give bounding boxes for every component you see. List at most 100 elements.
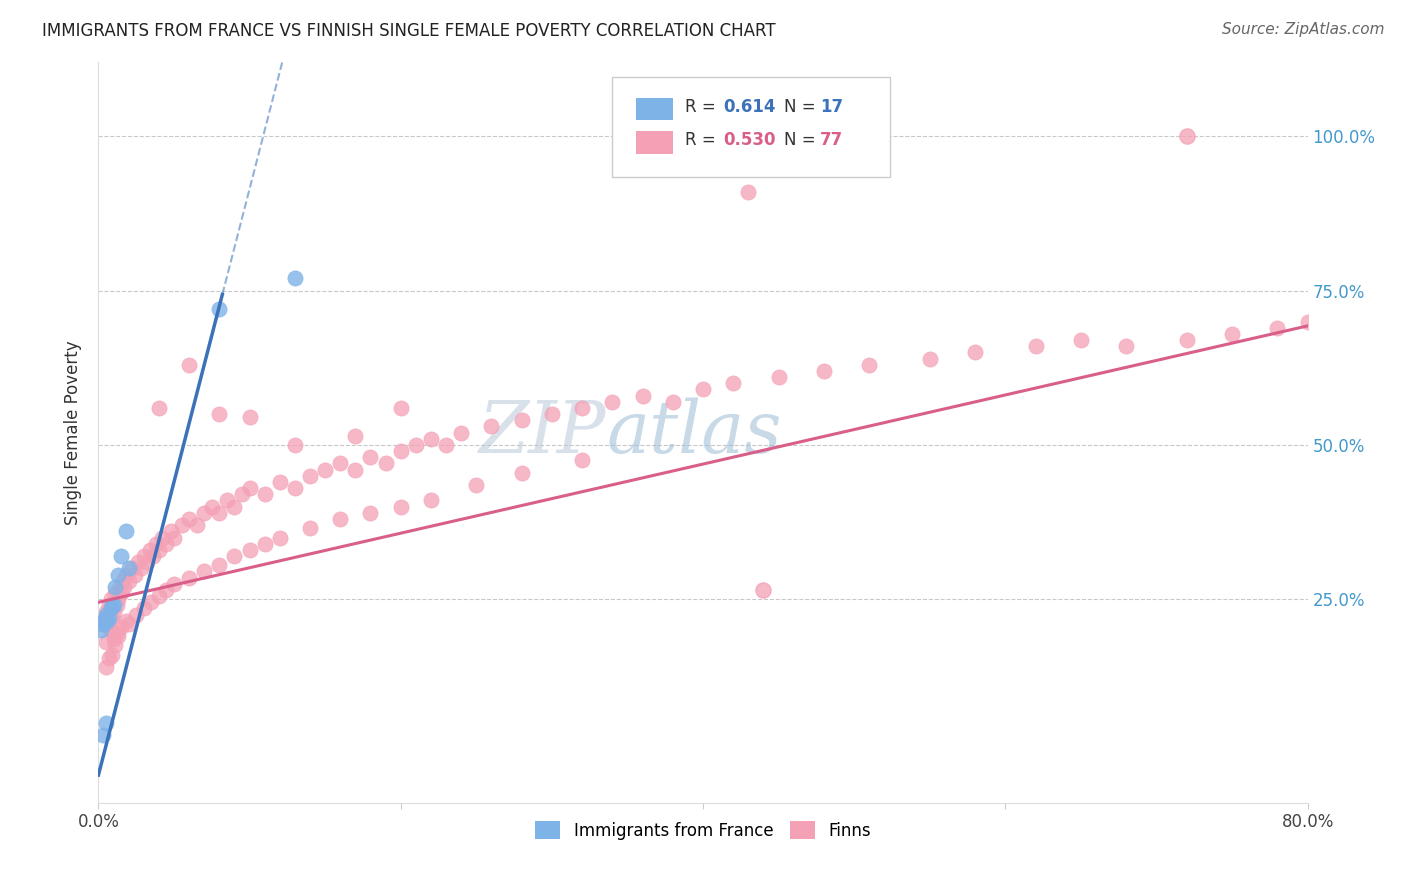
Point (100, 623, 122, 637)
Point (510, 466, 533, 480)
Point (965, 345, 987, 359)
Point (98, 599, 121, 613)
Point (105, 626, 128, 640)
Point (179, 358, 201, 372)
Point (94, 605, 117, 619)
Point (405, 438, 427, 452)
Point (96, 614, 118, 628)
Point (132, 549, 155, 563)
Point (193, 506, 215, 520)
Point (193, 565, 215, 579)
Point (239, 481, 262, 495)
Point (118, 616, 141, 631)
Point (284, 438, 307, 452)
Point (723, 376, 745, 391)
Point (299, 468, 322, 483)
Point (155, 582, 177, 597)
Point (94, 611, 117, 625)
Text: atlas: atlas (606, 397, 782, 468)
Point (374, 457, 396, 471)
Text: 77: 77 (820, 131, 844, 149)
Point (150, 531, 173, 545)
Point (1115, 339, 1137, 353)
Point (103, 632, 125, 647)
Point (94, 715, 117, 730)
Point (768, 370, 790, 384)
Point (132, 601, 155, 615)
Point (631, 389, 654, 403)
Legend: Immigrants from France, Finns: Immigrants from France, Finns (529, 814, 877, 847)
Text: 0.530: 0.530 (724, 131, 776, 149)
Point (135, 555, 157, 569)
Point (148, 542, 170, 557)
Point (224, 500, 246, 514)
Point (208, 302, 231, 317)
Point (465, 478, 488, 492)
Point (179, 512, 201, 526)
Point (100, 592, 122, 607)
Point (360, 450, 382, 465)
Point (93, 614, 115, 628)
Point (145, 536, 167, 550)
Point (141, 595, 163, 609)
Point (94, 635, 117, 649)
Point (329, 512, 352, 526)
Point (389, 500, 412, 514)
Point (1220, 326, 1243, 341)
Point (239, 542, 262, 557)
Point (93, 611, 115, 625)
Point (215, 493, 238, 508)
Point (284, 271, 307, 285)
Point (163, 576, 186, 591)
Point (239, 410, 262, 425)
Point (253, 487, 276, 501)
Point (108, 580, 131, 594)
Point (94, 660, 117, 674)
Point (118, 561, 141, 575)
Point (571, 401, 593, 415)
Point (98, 650, 121, 665)
Point (90, 623, 112, 637)
Point (129, 561, 152, 575)
Point (125, 607, 148, 622)
Point (201, 500, 224, 514)
Point (179, 571, 201, 585)
Point (118, 574, 141, 588)
Text: IMMIGRANTS FROM FRANCE VS FINNISH SINGLE FEMALE POVERTY CORRELATION CHART: IMMIGRANTS FROM FRANCE VS FINNISH SINGLE… (42, 22, 776, 40)
Y-axis label: Single Female Poverty: Single Female Poverty (65, 341, 83, 524)
Point (110, 549, 132, 563)
Point (813, 364, 835, 378)
Point (114, 567, 136, 582)
Point (103, 605, 125, 619)
Point (111, 574, 134, 588)
Point (91, 728, 114, 742)
FancyBboxPatch shape (637, 131, 672, 153)
Point (1024, 339, 1046, 353)
Point (752, 582, 775, 597)
Point (114, 614, 136, 628)
Point (253, 536, 276, 550)
Point (110, 586, 132, 600)
Point (602, 394, 624, 409)
Point (344, 462, 367, 476)
Point (101, 599, 124, 613)
Point (1175, 333, 1198, 347)
Point (107, 567, 129, 582)
Point (96, 616, 118, 631)
Point (91, 616, 114, 631)
Point (101, 648, 124, 662)
Point (434, 438, 457, 452)
Point (1070, 333, 1092, 347)
Point (1175, 129, 1198, 144)
Point (127, 555, 149, 569)
Point (101, 611, 124, 625)
Point (918, 351, 941, 366)
Text: 17: 17 (820, 98, 844, 116)
Point (737, 185, 759, 199)
Text: R =: R = (685, 98, 721, 116)
Point (420, 432, 443, 446)
Point (389, 401, 412, 415)
Point (1296, 315, 1319, 329)
Point (103, 599, 125, 613)
Point (450, 425, 472, 440)
